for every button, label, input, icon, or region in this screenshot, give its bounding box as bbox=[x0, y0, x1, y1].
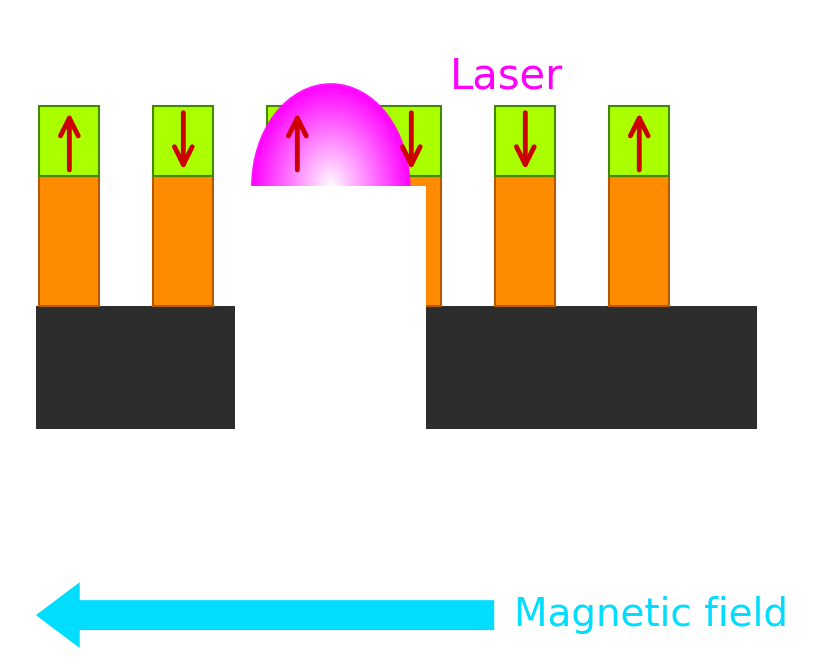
Ellipse shape bbox=[308, 157, 354, 215]
Ellipse shape bbox=[275, 114, 386, 259]
Bar bbox=[609, 106, 669, 176]
Ellipse shape bbox=[327, 181, 335, 192]
Ellipse shape bbox=[283, 124, 379, 248]
Ellipse shape bbox=[303, 150, 359, 222]
Bar bbox=[267, 106, 328, 176]
Ellipse shape bbox=[319, 171, 343, 201]
Ellipse shape bbox=[284, 126, 377, 246]
Ellipse shape bbox=[302, 148, 360, 224]
Bar bbox=[235, 186, 427, 665]
Ellipse shape bbox=[287, 130, 375, 243]
Ellipse shape bbox=[297, 143, 364, 229]
Bar bbox=[381, 106, 441, 176]
Bar bbox=[381, 176, 441, 306]
Ellipse shape bbox=[265, 100, 397, 272]
Ellipse shape bbox=[294, 138, 368, 234]
Ellipse shape bbox=[299, 145, 363, 227]
Ellipse shape bbox=[324, 178, 338, 195]
Ellipse shape bbox=[329, 184, 332, 188]
Ellipse shape bbox=[276, 116, 386, 257]
Ellipse shape bbox=[291, 135, 370, 238]
Ellipse shape bbox=[278, 118, 384, 255]
Ellipse shape bbox=[251, 83, 411, 289]
Text: Laser: Laser bbox=[450, 55, 564, 98]
Ellipse shape bbox=[258, 92, 404, 281]
Ellipse shape bbox=[297, 142, 365, 231]
Ellipse shape bbox=[252, 85, 409, 287]
Bar bbox=[496, 176, 555, 306]
Ellipse shape bbox=[255, 88, 407, 284]
Ellipse shape bbox=[295, 140, 367, 233]
Ellipse shape bbox=[288, 131, 373, 241]
Ellipse shape bbox=[268, 106, 393, 267]
Ellipse shape bbox=[254, 86, 408, 286]
Ellipse shape bbox=[307, 156, 354, 217]
Ellipse shape bbox=[290, 133, 372, 239]
Ellipse shape bbox=[311, 160, 351, 212]
Ellipse shape bbox=[281, 122, 380, 250]
Text: Magnetic field: Magnetic field bbox=[514, 596, 788, 634]
Bar bbox=[609, 176, 669, 306]
FancyArrow shape bbox=[36, 583, 494, 648]
Ellipse shape bbox=[315, 166, 347, 207]
Ellipse shape bbox=[306, 154, 356, 219]
Ellipse shape bbox=[259, 94, 402, 279]
Ellipse shape bbox=[260, 95, 402, 277]
Ellipse shape bbox=[328, 183, 333, 190]
Ellipse shape bbox=[300, 147, 361, 225]
Ellipse shape bbox=[312, 162, 349, 210]
Ellipse shape bbox=[279, 119, 382, 253]
Ellipse shape bbox=[325, 180, 336, 193]
Ellipse shape bbox=[292, 136, 370, 236]
Ellipse shape bbox=[323, 176, 339, 197]
Ellipse shape bbox=[318, 169, 344, 203]
Bar bbox=[154, 176, 213, 306]
Ellipse shape bbox=[310, 159, 352, 213]
Ellipse shape bbox=[263, 98, 398, 274]
Ellipse shape bbox=[313, 164, 348, 209]
Ellipse shape bbox=[304, 152, 357, 221]
Ellipse shape bbox=[272, 110, 389, 262]
Bar bbox=[39, 106, 99, 176]
Ellipse shape bbox=[274, 112, 388, 260]
Ellipse shape bbox=[256, 90, 405, 283]
Bar bbox=[154, 106, 213, 176]
Ellipse shape bbox=[270, 107, 392, 265]
Ellipse shape bbox=[316, 168, 345, 205]
Ellipse shape bbox=[286, 128, 376, 245]
Ellipse shape bbox=[265, 102, 396, 271]
Bar bbox=[267, 176, 328, 306]
Bar bbox=[496, 106, 555, 176]
Ellipse shape bbox=[271, 109, 391, 263]
Ellipse shape bbox=[281, 121, 381, 251]
Ellipse shape bbox=[262, 97, 400, 275]
Ellipse shape bbox=[322, 174, 340, 198]
Bar bbox=[39, 176, 99, 306]
Bar bbox=[36, 306, 757, 429]
Ellipse shape bbox=[267, 104, 395, 269]
Ellipse shape bbox=[320, 172, 341, 200]
